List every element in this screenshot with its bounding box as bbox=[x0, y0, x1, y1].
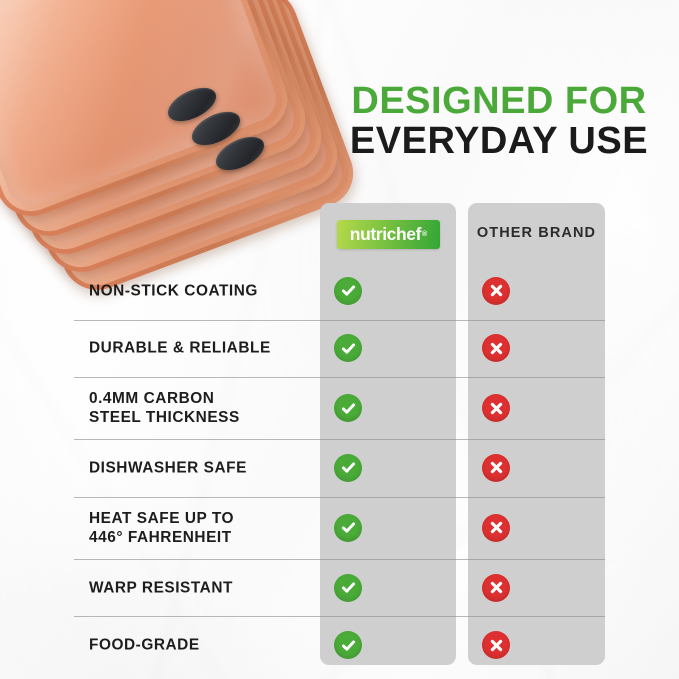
check-circle-icon bbox=[334, 453, 362, 482]
feature-label: 0.4MM CARBON STEEL THICKNESS bbox=[89, 390, 240, 427]
comparison-row: DISHWASHER SAFE bbox=[74, 439, 605, 497]
check-circle-icon bbox=[334, 513, 362, 542]
feature-label: FOOD-GRADE bbox=[89, 636, 200, 654]
row-divider bbox=[74, 377, 605, 379]
comparison-row: HEAT SAFE UP TO 446° FAHRENHEIT bbox=[74, 496, 605, 559]
feature-label: WARP RESISTANT bbox=[89, 579, 233, 597]
x-circle-icon bbox=[482, 334, 510, 363]
x-circle-icon bbox=[482, 631, 510, 660]
comparison-row: 0.4MM CARBON STEEL THICKNESS bbox=[74, 377, 605, 439]
nutrichef-logo: nutrichef ® bbox=[337, 220, 440, 249]
check-circle-icon bbox=[334, 394, 362, 423]
comparison-row: WARP RESISTANT bbox=[74, 558, 605, 617]
row-divider bbox=[74, 616, 605, 618]
headline-line-1: DESIGNED FOR bbox=[351, 80, 647, 122]
headline-line-2: EVERYDAY USE bbox=[349, 119, 649, 162]
x-circle-icon bbox=[482, 394, 510, 423]
check-circle-icon bbox=[334, 276, 362, 305]
x-circle-icon bbox=[482, 453, 510, 482]
other-brand-header: OTHER BRAND bbox=[476, 225, 597, 241]
row-divider bbox=[74, 496, 605, 498]
check-circle-icon bbox=[334, 334, 362, 363]
registered-trademark-icon: ® bbox=[422, 231, 428, 238]
comparison-row: NON-STICK COATING bbox=[74, 262, 605, 320]
comparison-row: DURABLE & RELIABLE bbox=[74, 319, 605, 378]
row-divider bbox=[74, 319, 605, 321]
comparison-row: FOOD-GRADE bbox=[74, 616, 605, 674]
feature-label: HEAT SAFE UP TO 446° FAHRENHEIT bbox=[89, 509, 235, 546]
feature-label: DURABLE & RELIABLE bbox=[89, 339, 271, 357]
x-circle-icon bbox=[482, 573, 510, 602]
x-circle-icon bbox=[482, 276, 510, 305]
comparison-rows: NON-STICK COATING DURABLE & RELIABLE 0.4MM… bbox=[74, 262, 605, 674]
check-circle-icon bbox=[334, 573, 362, 602]
check-circle-icon bbox=[334, 631, 362, 660]
headline: DESIGNED FOR EVERYDAY USE bbox=[339, 80, 659, 162]
nutrichef-logo-text: nutrichef bbox=[349, 223, 422, 244]
row-divider bbox=[74, 439, 605, 441]
feature-label: DISHWASHER SAFE bbox=[89, 459, 247, 477]
feature-label: NON-STICK COATING bbox=[89, 282, 258, 300]
row-divider bbox=[74, 558, 605, 560]
x-circle-icon bbox=[482, 513, 510, 542]
